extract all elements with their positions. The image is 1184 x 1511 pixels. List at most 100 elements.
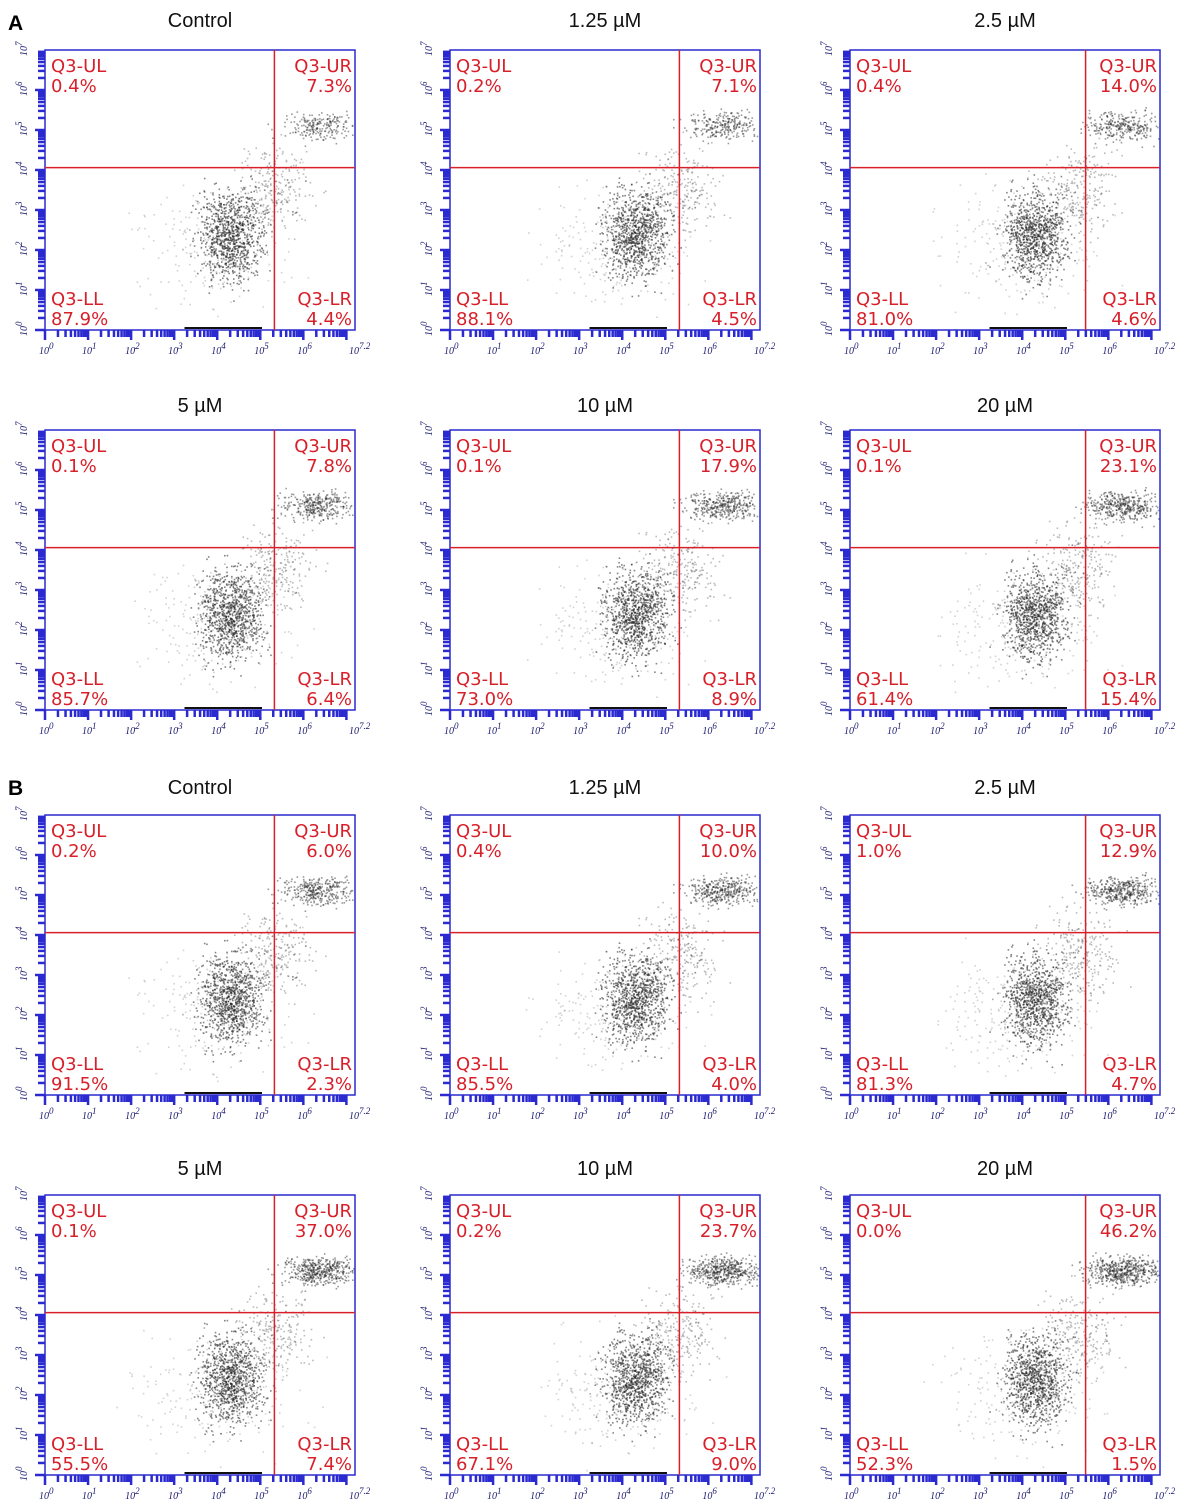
y-tick-label: 106: [419, 81, 435, 96]
x-tick-label: 104: [616, 1486, 631, 1502]
x-tick-label: 107.2: [1154, 721, 1176, 737]
y-tick-label: 105: [419, 886, 435, 901]
quadrant-name: Q3-LR: [297, 1054, 352, 1075]
quadrant-percent: 15.4%: [1100, 689, 1157, 710]
y-tick-label: 100: [819, 321, 835, 336]
plot-area: [44, 49, 356, 331]
x-tick-label: 101: [487, 341, 502, 357]
plot-title: 2.5 µM: [974, 10, 1036, 32]
x-tick-label: 107.2: [1154, 1106, 1176, 1122]
y-tick-label: 102: [419, 1006, 435, 1021]
plot-title: 1.25 µM: [569, 777, 642, 799]
x-tick-label: 107.2: [349, 721, 371, 737]
quadrant-percent: 81.0%: [856, 309, 913, 330]
y-tick-label: 103: [419, 1346, 435, 1361]
x-tick-label: 103: [573, 1106, 588, 1122]
x-tick-label: 107.2: [349, 1486, 371, 1502]
quadrant-name: Q3-UR: [699, 821, 757, 842]
quadrant-name: Q3-LR: [702, 289, 757, 310]
quadrant-percent: 12.9%: [1100, 841, 1157, 862]
x-tick-label: 105: [659, 1106, 674, 1122]
x-tick-label: 106: [1102, 1106, 1117, 1122]
y-tick-label: 107: [419, 421, 435, 436]
quadrant-name: Q3-LL: [456, 1054, 508, 1075]
quadrant-name: Q3-UL: [51, 436, 106, 457]
y-tick-label: 104: [419, 926, 435, 941]
y-tick-label: 104: [819, 541, 835, 556]
plot-area: [449, 814, 761, 1096]
y-tick-label: 107: [819, 41, 835, 56]
quadrant-percent: 0.4%: [856, 76, 902, 97]
x-tick-label: 107.2: [754, 1486, 776, 1502]
x-tick-label: 105: [1059, 1106, 1074, 1122]
quadrant-percent: 88.1%: [456, 309, 513, 330]
quadrant-name: Q3-UL: [51, 821, 106, 842]
y-tick-label: 106: [819, 1226, 835, 1241]
y-tick-label: 101: [819, 662, 835, 677]
y-tick-label: 100: [14, 1466, 30, 1481]
plot-title: 2.5 µM: [974, 777, 1036, 799]
y-tick-label: 103: [14, 1346, 30, 1361]
x-tick-label: 104: [211, 721, 226, 737]
x-tick-label: 106: [702, 721, 717, 737]
y-tick-label: 106: [419, 1226, 435, 1241]
quadrant-name: Q3-UL: [856, 1201, 911, 1222]
quadrant-name: Q3-LL: [51, 1054, 103, 1075]
y-tick-label: 102: [14, 1006, 30, 1021]
x-tick-label: 106: [1102, 721, 1117, 737]
y-tick-label: 103: [819, 966, 835, 981]
y-tick-label: 100: [819, 701, 835, 716]
y-tick-label: 101: [14, 1427, 30, 1442]
y-tick-label: 106: [819, 81, 835, 96]
x-tick-label: 101: [82, 341, 97, 357]
baseline-events: [589, 707, 667, 709]
quadrant-percent: 14.0%: [1100, 76, 1157, 97]
quadrant-name: Q3-LR: [1102, 1054, 1157, 1075]
quadrant-name: Q3-LL: [856, 289, 908, 310]
quadrant-percent: 91.5%: [51, 1074, 108, 1095]
x-tick-label: 104: [616, 341, 631, 357]
x-tick-label: 100: [844, 721, 859, 737]
event-cloud: [923, 1252, 1160, 1468]
y-tick-label: 102: [419, 241, 435, 256]
y-tick-label: 102: [14, 241, 30, 256]
quadrant-name: Q3-LL: [51, 289, 103, 310]
event-cloud: [932, 107, 1160, 316]
x-tick-label: 104: [211, 1486, 226, 1502]
quadrant-name: Q3-UL: [456, 821, 511, 842]
x-tick-label: 102: [125, 1106, 140, 1122]
quadrant-percent: 1.5%: [1111, 1454, 1157, 1475]
y-tick-label: 105: [14, 121, 30, 136]
y-tick-label: 104: [14, 161, 30, 176]
x-tick-label: 102: [930, 1106, 945, 1122]
y-tick-label: 104: [14, 1306, 30, 1321]
y-tick-label: 102: [419, 1386, 435, 1401]
quadrant-percent: 0.0%: [856, 1221, 902, 1242]
x-tick-label: 100: [444, 1106, 459, 1122]
y-tick-label: 100: [14, 701, 30, 716]
x-tick-label: 105: [1059, 341, 1074, 357]
x-tick-label: 101: [82, 721, 97, 737]
y-tick-label: 101: [419, 1047, 435, 1062]
x-tick-label: 101: [887, 341, 902, 357]
y-tick-label: 102: [419, 621, 435, 636]
x-tick-label: 105: [659, 1486, 674, 1502]
quadrant-percent: 0.1%: [51, 1221, 97, 1242]
quadrant-name: Q3-UR: [699, 56, 757, 77]
quadrant-percent: 0.1%: [456, 456, 502, 477]
x-tick-label: 105: [254, 721, 269, 737]
x-tick-label: 100: [444, 1486, 459, 1502]
quadrant-name: Q3-UR: [699, 436, 757, 457]
quadrant-percent: 7.3%: [306, 76, 352, 97]
quadrant-percent: 46.2%: [1100, 1221, 1157, 1242]
x-tick-label: 104: [1016, 341, 1031, 357]
quadrant-name: Q3-LL: [456, 669, 508, 690]
quadrant-percent: 37.0%: [295, 1221, 352, 1242]
y-tick-label: 103: [14, 201, 30, 216]
y-tick-label: 101: [14, 1047, 30, 1062]
quadrant-name: Q3-UR: [1099, 436, 1157, 457]
